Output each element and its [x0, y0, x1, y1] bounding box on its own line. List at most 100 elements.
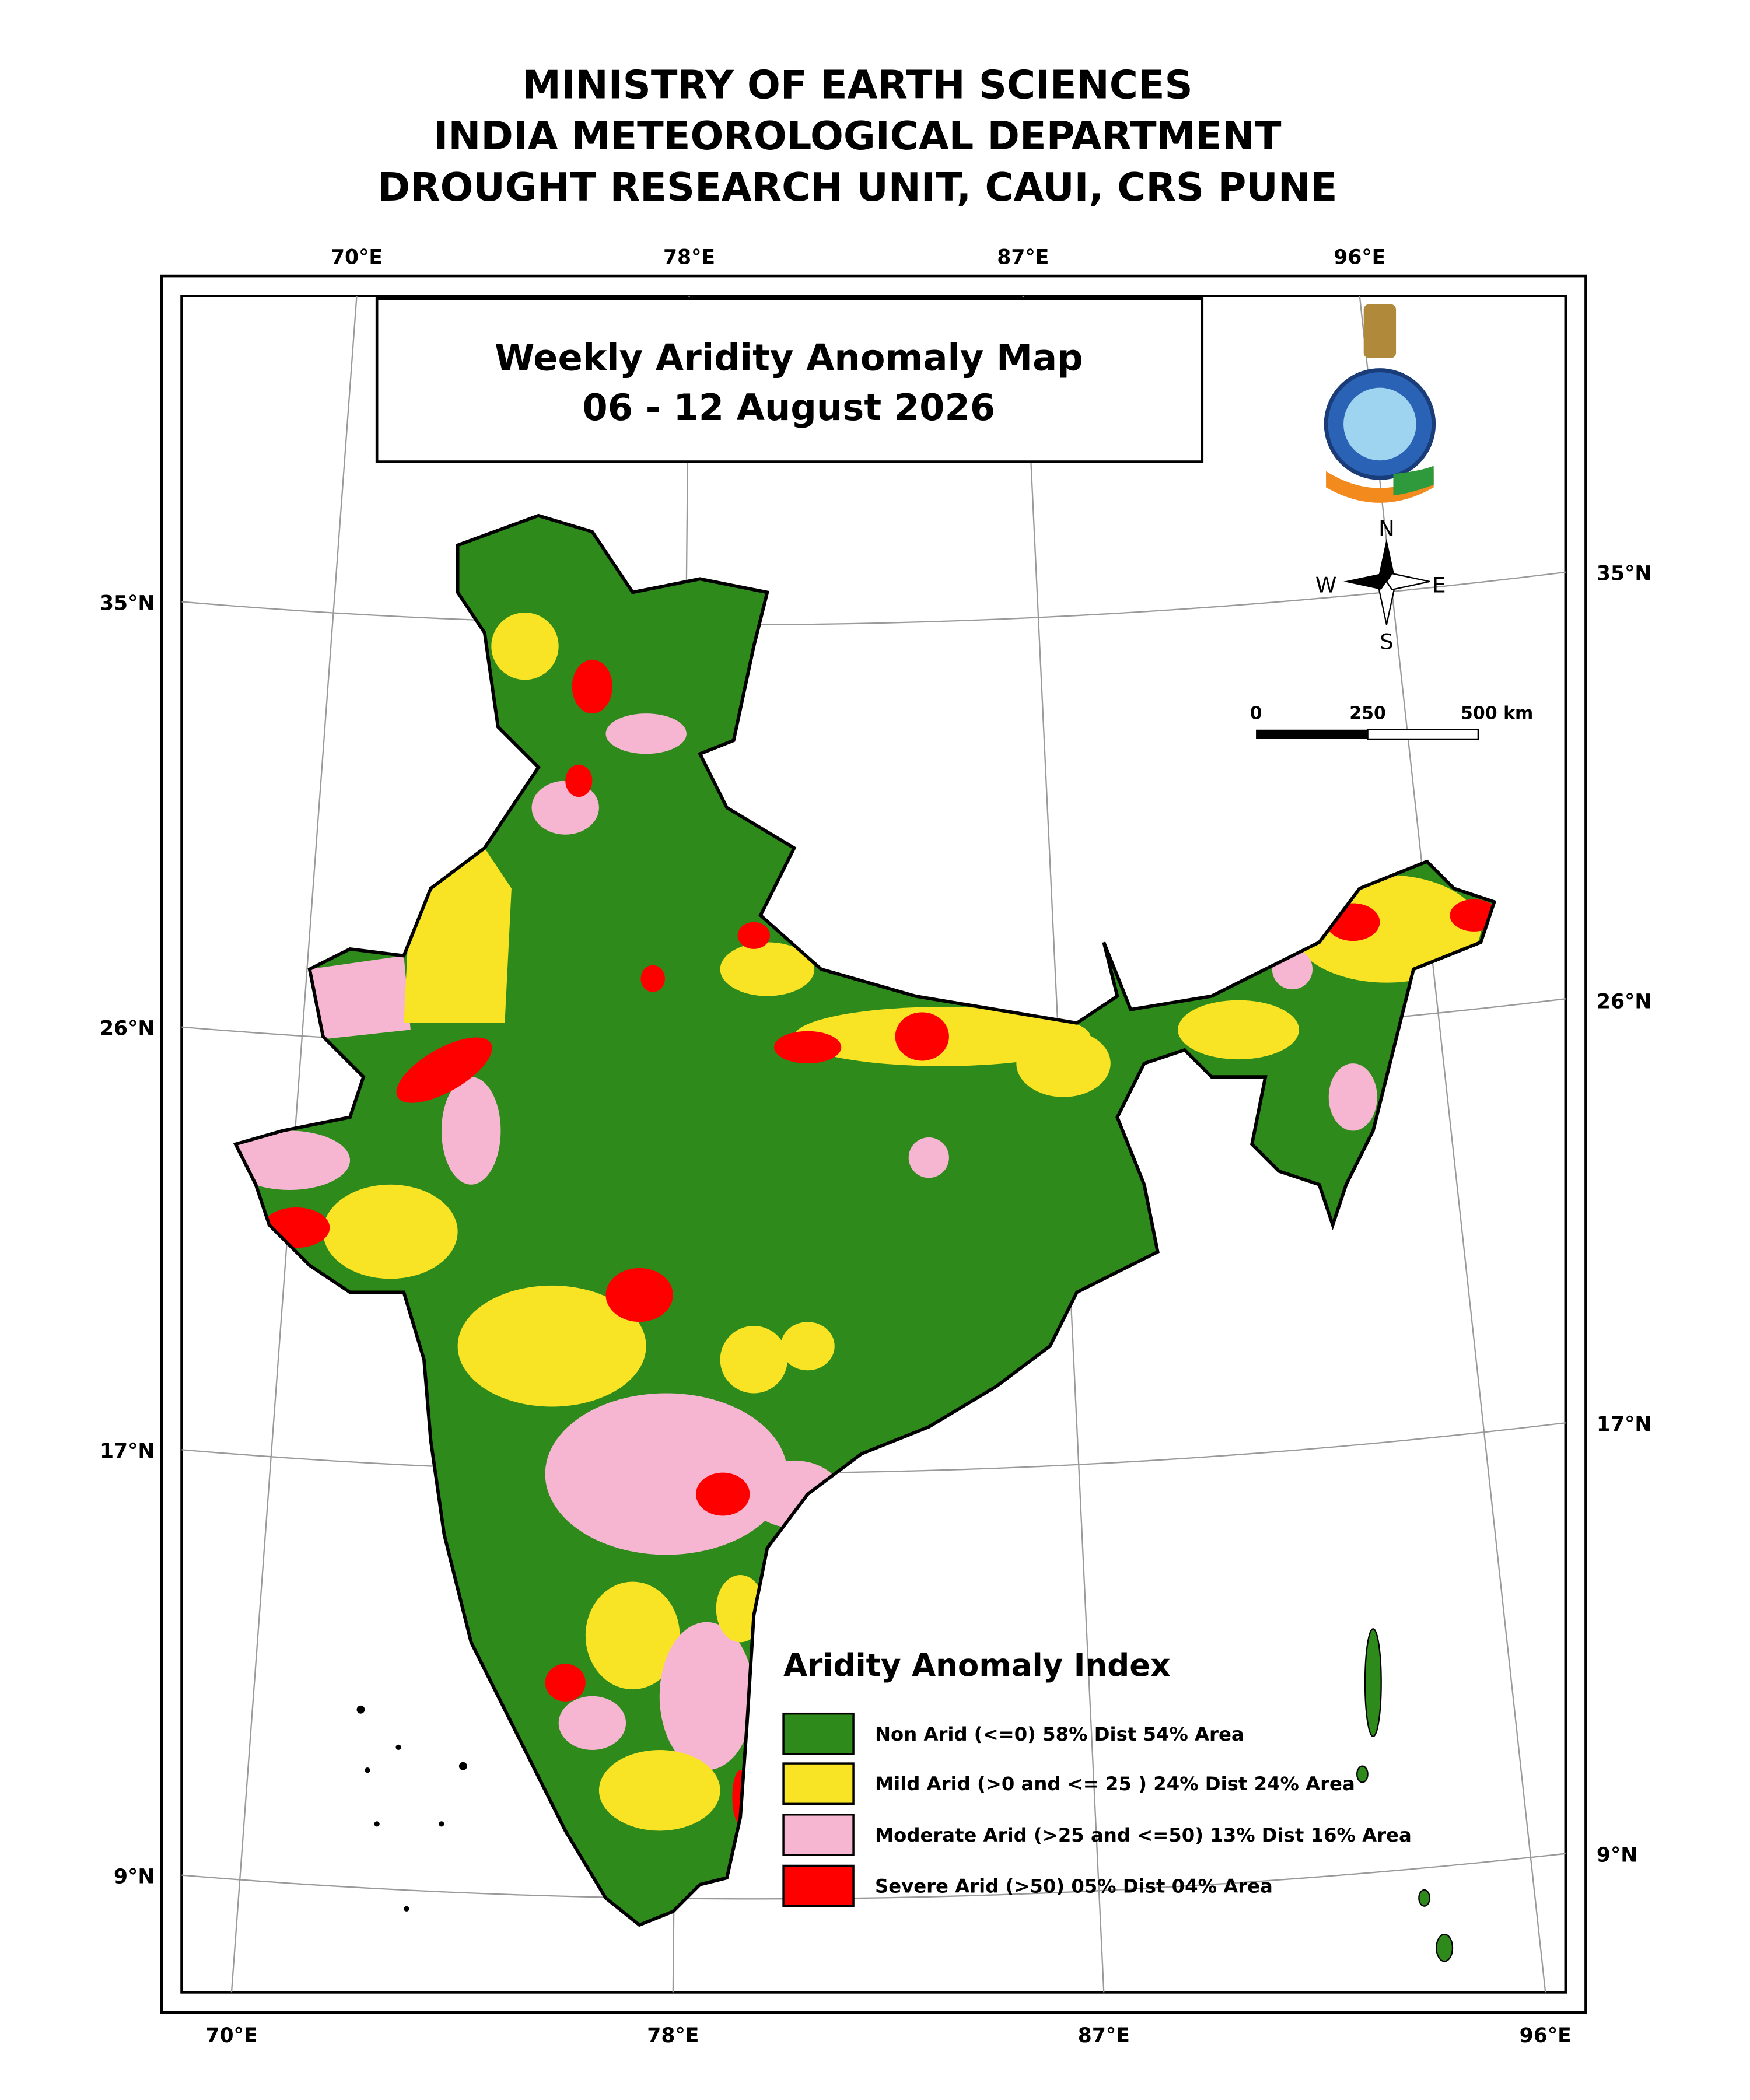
inner-frame: [180, 295, 1567, 1994]
compass-label: W: [1315, 572, 1337, 597]
legend-title: Aridity Anomaly Index: [783, 1647, 1170, 1684]
imd-logo: [1324, 304, 1436, 503]
header-line: MINISTRY OF EARTH SCIENCES: [522, 62, 1192, 107]
island: [1436, 1934, 1454, 1962]
map-title: Weekly Aridity Anomaly Map: [495, 337, 1083, 379]
region: [558, 1696, 626, 1750]
region: [780, 1322, 835, 1371]
latitude-label: 35°N: [100, 592, 155, 615]
legend-swatch: [782, 1762, 855, 1805]
region: [598, 1750, 720, 1831]
region: [606, 1268, 673, 1322]
longitude-label: 96°E: [1334, 246, 1385, 269]
island: [1356, 1765, 1368, 1783]
longitude-label: 70°E: [331, 246, 383, 269]
region: [235, 1130, 350, 1190]
region: [309, 956, 411, 1040]
region: [545, 1393, 788, 1555]
region: [1016, 1030, 1111, 1097]
scale-label: 500 km: [1461, 703, 1533, 723]
longitude-label: 87°E: [997, 246, 1049, 269]
scale-segment: [1367, 729, 1479, 740]
header-line: DROUGHT RESEARCH UNIT, CAUI, CRS PUNE: [378, 164, 1338, 210]
region: [404, 848, 512, 1023]
region: [441, 1077, 501, 1185]
compass: N W E S: [1315, 516, 1446, 654]
island: [404, 1906, 410, 1912]
compass-point: [1378, 538, 1395, 582]
parallel: [181, 1422, 1566, 1474]
island: [356, 1705, 365, 1714]
region: [640, 965, 665, 992]
compass-label: N: [1378, 516, 1395, 541]
island: [374, 1821, 380, 1827]
scale-bar: 0 250 500 km: [1250, 703, 1533, 740]
region: [606, 713, 687, 754]
island: [439, 1821, 444, 1827]
island: [1364, 1628, 1382, 1738]
region: [696, 1472, 750, 1516]
region: [720, 942, 815, 996]
region: [747, 1460, 842, 1528]
legend-label: Mild Arid (>0 and <= 25 ) 24% Dist 24% A…: [875, 1773, 1355, 1795]
region: [1328, 1063, 1377, 1131]
latitude-label: 9°N: [1597, 1844, 1637, 1867]
region: [720, 1326, 788, 1394]
region: [716, 1575, 765, 1643]
parallel: [181, 1853, 1566, 1900]
region: [457, 1285, 646, 1407]
region: [774, 1031, 842, 1064]
legend: Aridity Anomaly Index Non Arid (<=0) 58%…: [782, 1647, 1412, 1908]
scale-label: 0: [1250, 703, 1262, 723]
region: [659, 1622, 754, 1770]
region: [895, 1012, 949, 1061]
title-box: [375, 298, 1204, 463]
longitude-label: 96°E: [1520, 2024, 1572, 2048]
compass-label: S: [1380, 629, 1393, 654]
legend-swatch: [782, 1712, 855, 1755]
region: [1178, 1000, 1299, 1060]
legend-label: Severe Arid (>50) 05% Dist 04% Area: [875, 1875, 1273, 1898]
region: [908, 1138, 949, 1178]
logo-ribbon: [1326, 471, 1434, 503]
region: [396, 1037, 492, 1103]
legend-label: Moderate Arid (>25 and <=50) 13% Dist 16…: [875, 1824, 1412, 1846]
region: [1292, 875, 1481, 983]
region: [585, 1581, 680, 1690]
scale-segment: [1256, 729, 1368, 739]
compass-label: E: [1432, 572, 1446, 597]
legend-swatch: [782, 1814, 855, 1856]
latitude-label: 26°N: [1597, 990, 1651, 1013]
map-period: 06 - 12 August 2026: [582, 386, 995, 429]
latitude-label: 17°N: [100, 1440, 155, 1463]
compass-point: [1343, 573, 1387, 590]
island: [459, 1762, 467, 1770]
scale-label: 250: [1349, 703, 1386, 723]
compass-point: [1385, 572, 1430, 591]
legend-swatch: [782, 1864, 855, 1908]
latitude-label: 17°N: [1597, 1413, 1651, 1436]
latitude-label: 9°N: [114, 1865, 155, 1888]
region: [545, 1664, 586, 1702]
longitude-label: 78°E: [663, 246, 715, 269]
region: [491, 612, 559, 680]
island: [396, 1744, 401, 1750]
latitude-label: 26°N: [100, 1017, 155, 1041]
latitude-label: 35°N: [1597, 562, 1651, 586]
logo-ribbon: [1393, 466, 1434, 496]
region: [323, 1184, 458, 1279]
header-line: INDIA METEOROLOGICAL DEPARTMENT: [433, 113, 1281, 159]
region: [572, 659, 612, 714]
parallel: [181, 571, 1566, 626]
longitude-label: 70°E: [205, 2024, 257, 2048]
islands: [356, 1628, 1454, 1962]
outer-frame: [160, 274, 1587, 2014]
island: [1418, 1889, 1430, 1907]
emblem: [1363, 304, 1396, 358]
legend-label: Non Arid (<=0) 58% Dist 54% Area: [875, 1723, 1244, 1745]
region: [565, 764, 593, 797]
island: [365, 1768, 370, 1773]
region: [737, 922, 770, 949]
